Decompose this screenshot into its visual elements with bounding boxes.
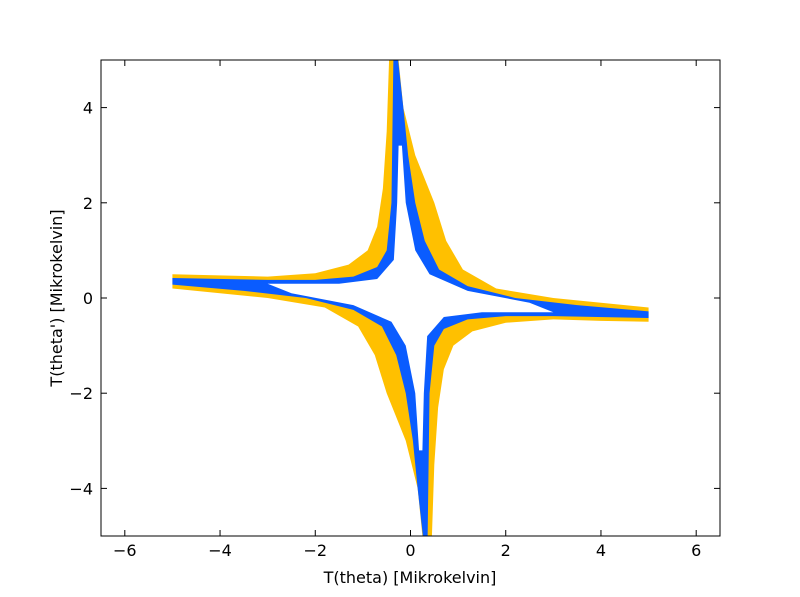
x-tick-label: 2 xyxy=(501,541,511,560)
x-tick-label: 6 xyxy=(691,541,701,560)
x-tick-label: −2 xyxy=(303,541,327,560)
y-tick-label: −2 xyxy=(69,384,93,403)
x-tick-label: −6 xyxy=(113,541,137,560)
x-tick-label: 4 xyxy=(596,541,606,560)
region xyxy=(267,145,554,451)
x-tick-label: −4 xyxy=(208,541,232,560)
x-tick-label: 0 xyxy=(405,541,415,560)
y-tick-label: −4 xyxy=(69,479,93,498)
y-tick-label: 2 xyxy=(83,194,93,213)
x-axis-label: T(theta) [Mikrokelvin] xyxy=(323,568,497,587)
y-axis-label: T(theta') [Mikrokelvin] xyxy=(47,209,66,387)
y-tick-label: 0 xyxy=(83,289,93,308)
y-tick-label: 4 xyxy=(83,99,93,118)
